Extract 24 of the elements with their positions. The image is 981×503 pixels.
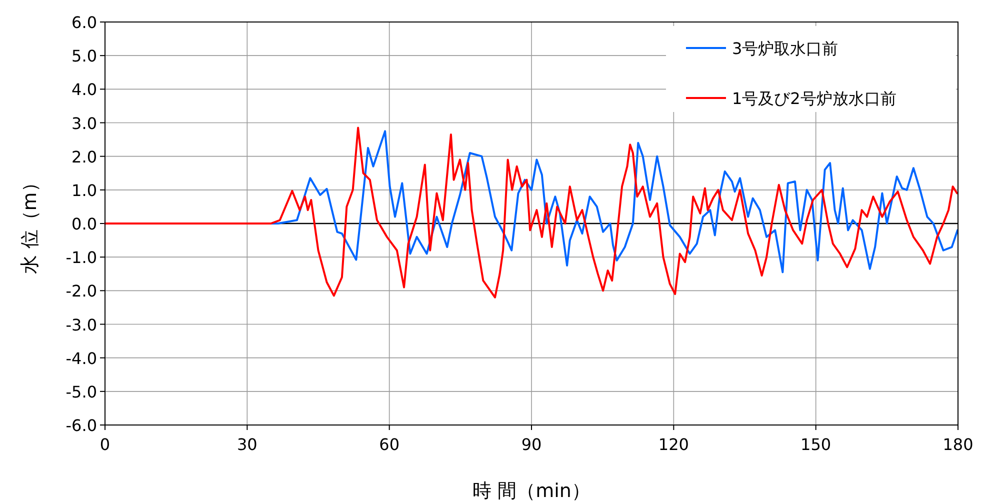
y-tick-label: 4.0 bbox=[72, 80, 97, 100]
y-tick-label: -4.0 bbox=[66, 348, 97, 368]
y-tick-label: 5.0 bbox=[72, 46, 97, 66]
legend-label: 1号及び2号炉放水口前 bbox=[732, 89, 896, 108]
y-axis-title: 水 位（m） bbox=[19, 173, 41, 274]
y-tick-label: -1.0 bbox=[66, 248, 97, 268]
x-tick-label: 90 bbox=[521, 435, 542, 454]
x-tick-label: 180 bbox=[942, 435, 974, 454]
x-axis-title: 時 間（min） bbox=[472, 480, 590, 502]
y-tick-label: -5.0 bbox=[66, 382, 97, 402]
y-tick-label: 1.0 bbox=[72, 180, 97, 200]
x-tick-label: 60 bbox=[379, 435, 400, 454]
y-tick-label: -6.0 bbox=[66, 416, 97, 435]
y-tick-label: -3.0 bbox=[66, 315, 97, 334]
x-tick-label: 120 bbox=[658, 435, 689, 454]
y-tick-label: 3.0 bbox=[72, 114, 97, 133]
x-tick-label: 0 bbox=[100, 435, 110, 454]
legend-label: 3号炉取水口前 bbox=[732, 39, 838, 58]
x-tick-label: 30 bbox=[236, 435, 258, 454]
y-tick-label: -2.0 bbox=[66, 282, 97, 301]
y-tick-label: 0.0 bbox=[72, 214, 97, 234]
x-tick-label: 150 bbox=[800, 435, 832, 454]
y-tick-label: 2.0 bbox=[72, 147, 97, 166]
y-tick-label: 6.0 bbox=[72, 13, 97, 32]
